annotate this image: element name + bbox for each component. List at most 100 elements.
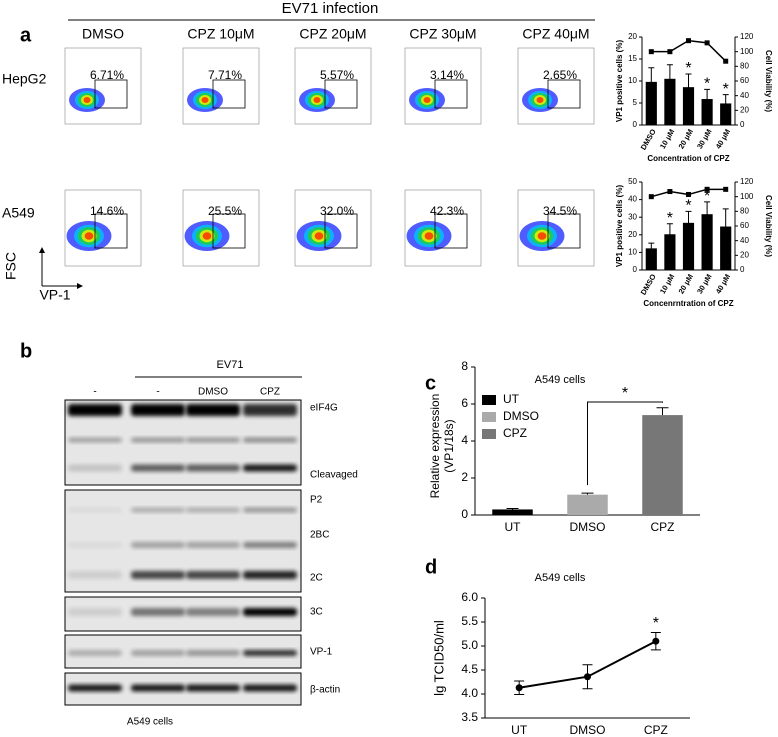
y2-tick-label: 120 [740,177,754,186]
line-marker [723,186,729,192]
point [652,637,660,645]
x-axis-title: Concenrntration of CPZ [643,299,733,308]
error-bar [685,210,692,235]
gate [434,213,468,249]
legend-swatch [482,429,496,439]
y2-tick-label: 20 [740,105,749,114]
band [68,608,122,616]
lane-label: CPZ [260,387,280,398]
bar [682,87,695,125]
density-blob [536,97,544,103]
band [186,650,240,656]
y2-tick-label: 20 [740,250,749,259]
density-blob [424,232,434,240]
blot-group: EV71 [217,359,244,371]
panel-label: b [20,340,32,362]
density-blob [202,232,212,240]
percent-label: 25.5% [208,204,242,218]
point [584,673,591,681]
y-tick-label: 5.5 [461,614,478,628]
band [243,542,297,548]
band [243,507,297,513]
x-tick-label: CPZ [651,520,675,534]
x-tick-label: DMSO [639,272,658,296]
band [186,464,240,472]
lane-label: - [93,387,96,398]
flow-plot-frame [64,47,142,125]
gate [434,79,468,109]
bar [645,81,657,125]
x-tick-label: DMSO [570,723,606,737]
error-bar [648,67,655,96]
error-bar [722,94,729,113]
x-tick-label: 30 μM [695,127,713,150]
y-tick-label: 4 [461,433,468,447]
lane-label: - [156,387,159,398]
gate [94,79,128,109]
significance: * [622,385,628,402]
y2-axis-title: Cell Viability (%) [764,50,773,112]
percent-label: 42.3% [430,204,464,218]
y-tick-label: 20 [628,230,637,239]
band [243,437,297,443]
band [68,684,122,692]
x-tick-label: 40 μM [714,127,732,150]
axis [484,598,690,719]
error-bar [666,64,673,93]
percent-label: 5.57% [320,68,354,82]
y-tick-label: 6 [461,396,468,410]
flow-plot-frame [294,47,372,125]
y2-tick-label: 0 [740,120,745,129]
significance: * [723,81,729,98]
legend-swatch [482,395,496,405]
y-tick-label: 10 [628,76,637,85]
condition-label: DMSO [82,26,124,42]
y-tick-label: 2 [461,470,468,484]
panel-label: c [425,372,436,394]
bar [645,248,657,270]
band-label: β-actin [310,685,340,696]
gate [324,79,358,109]
band [186,571,240,579]
error-bar [704,88,711,109]
band [68,650,122,656]
lane-label: DMSO [198,387,228,398]
y-tick-label: 30 [628,212,637,221]
y2-tick-label: 60 [740,221,749,230]
point [515,684,523,692]
band [243,404,297,416]
percent-label: 2.65% [543,68,577,82]
legend-swatch [482,412,496,422]
cell-label: A549 [2,205,35,221]
error-bar [685,73,692,101]
line-marker [723,58,729,64]
gate [547,213,581,249]
band [186,684,240,692]
y-tick-label: 3.5 [461,710,478,724]
y2-tick-label: 80 [740,61,749,70]
legend-label: DMSO [503,409,539,423]
band [68,507,122,513]
y-tick-label: 40 [628,195,637,204]
error-bar [722,208,729,245]
chart-title: A549 cells [535,374,586,386]
band [68,404,122,416]
x-tick-label: 10 μM [658,272,676,295]
condition-label: CPZ 10μM [187,26,254,42]
y-tick-label: 5.0 [461,638,478,652]
density-blob [83,97,91,103]
y-tick-label: 4.5 [461,662,478,676]
y2-tick-label: 60 [740,76,749,85]
x-tick-label: UT [511,723,528,737]
significance: * [667,210,673,227]
y-tick-label: 0 [633,120,638,129]
y-tick-label: 4.0 [461,686,478,700]
line-marker [704,40,710,46]
line [651,39,727,62]
y-axis-title: Relative expression [428,394,442,499]
band [186,608,240,616]
line-marker [667,189,673,195]
panel-label: d [425,556,437,578]
percent-label: 3.14% [430,68,464,82]
